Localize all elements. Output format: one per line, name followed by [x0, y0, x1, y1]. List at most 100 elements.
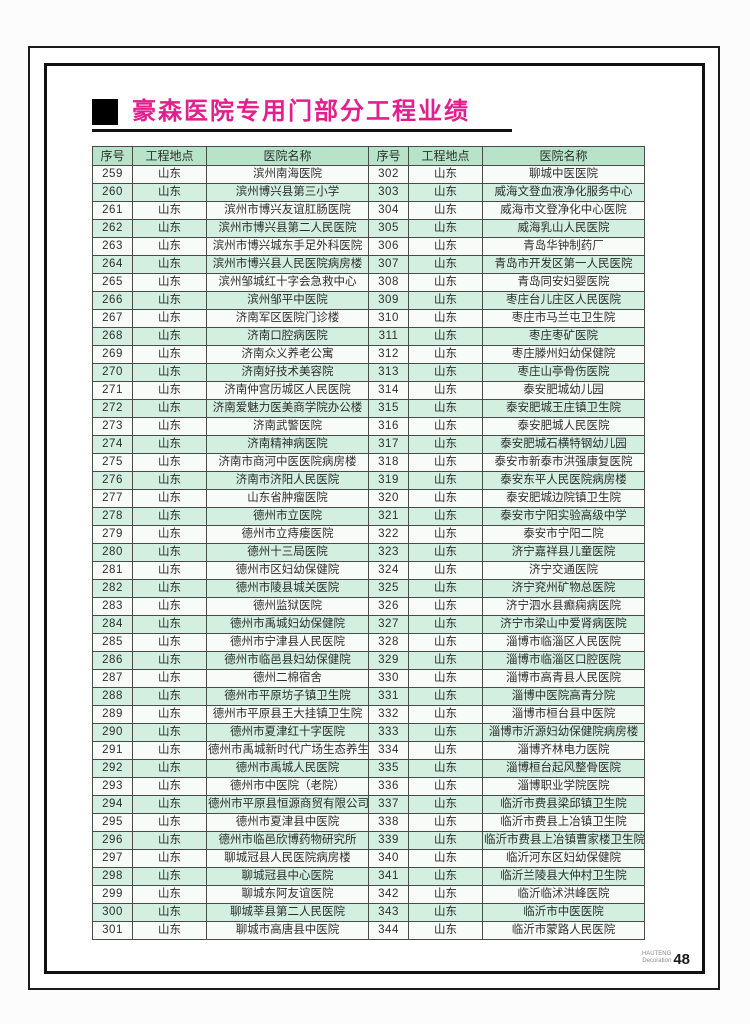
cell-location: 山东 — [408, 795, 483, 815]
cell-location: 山东 — [132, 633, 207, 653]
cell-hospital: 济宁交通医院 — [482, 561, 645, 581]
cell-seq: 294 — [92, 795, 133, 815]
cell-location: 山东 — [408, 849, 483, 869]
cell-seq: 327 — [368, 615, 409, 635]
table-row: 282 山东 德州市陵县城关医院 325 山东 济宁兖州矿物总医院 — [92, 579, 645, 599]
cell-location: 山东 — [132, 201, 207, 221]
cell-location: 山东 — [408, 615, 483, 635]
cell-hospital: 泰安市新泰市洪强康复医院 — [482, 453, 645, 473]
cell-seq: 303 — [368, 183, 409, 203]
cell-location: 山东 — [408, 759, 483, 779]
cell-location: 山东 — [408, 381, 483, 401]
table-row: 290 山东 德州市夏津红十字医院 333 山东 淄博市沂源妇幼保健院病房楼 — [92, 723, 645, 743]
cell-hospital: 淄博中医院高青分院 — [482, 687, 645, 707]
cell-seq: 305 — [368, 219, 409, 239]
cell-location: 山东 — [408, 525, 483, 545]
cell-hospital: 德州市中医院（老院） — [206, 777, 369, 797]
cell-seq: 321 — [368, 507, 409, 527]
cell-hospital: 威海乳山人民医院 — [482, 219, 645, 239]
cell-hospital: 泰安肥城王庄镇卫生院 — [482, 399, 645, 419]
cell-hospital: 泰安市宁阳二院 — [482, 525, 645, 545]
table-row: 275 山东 济南市商河中医医院病房楼 318 山东 泰安市新泰市洪强康复医院 — [92, 453, 645, 473]
brand-logo-text: HAUTENG Decoration — [641, 950, 672, 964]
table-row: 274 山东 济南精神病医院 317 山东 泰安肥城石横特钢幼儿园 — [92, 435, 645, 455]
cell-seq: 270 — [92, 363, 133, 383]
cell-hospital: 淄博职业学院医院 — [482, 777, 645, 797]
table-row: 295 山东 德州市夏津县中医院 338 山东 临沂市费县上冶镇卫生院 — [92, 813, 645, 833]
table-row: 286 山东 德州市临邑县妇幼保健院 329 山东 淄博市临淄区口腔医院 — [92, 651, 645, 671]
header-hospital-right: 医院名称 — [482, 146, 645, 167]
cell-location: 山东 — [132, 273, 207, 293]
cell-hospital: 德州二棉宿舍 — [206, 669, 369, 689]
cell-location: 山东 — [408, 543, 483, 563]
cell-hospital: 临沂市中医医院 — [482, 903, 645, 923]
cell-hospital: 枣庄枣矿医院 — [482, 327, 645, 347]
cell-seq: 328 — [368, 633, 409, 653]
cell-location: 山东 — [132, 165, 207, 185]
table-row: 265 山东 滨州邹城红十字会急救中心 308 山东 青岛同安妇婴医院 — [92, 273, 645, 293]
header-seq-left: 序号 — [92, 146, 133, 167]
cell-location: 山东 — [408, 363, 483, 383]
cell-seq: 322 — [368, 525, 409, 545]
cell-hospital: 聊城东阿友谊医院 — [206, 885, 369, 905]
cell-seq: 309 — [368, 291, 409, 311]
table-row: 281 山东 德州市区妇幼保健院 324 山东 济宁交通医院 — [92, 561, 645, 581]
cell-seq: 272 — [92, 399, 133, 419]
cell-seq: 316 — [368, 417, 409, 437]
cell-location: 山东 — [132, 489, 207, 509]
cell-seq: 274 — [92, 435, 133, 455]
cell-location: 山东 — [132, 435, 207, 455]
cell-seq: 273 — [92, 417, 133, 437]
cell-seq: 293 — [92, 777, 133, 797]
cell-seq: 329 — [368, 651, 409, 671]
cell-location: 山东 — [132, 723, 207, 743]
cell-hospital: 德州市区妇幼保健院 — [206, 561, 369, 581]
cell-location: 山东 — [408, 597, 483, 617]
cell-location: 山东 — [408, 417, 483, 437]
cell-hospital: 临沂河东区妇幼保健院 — [482, 849, 645, 869]
cell-hospital: 德州市平原县恒源商贸有限公司 — [206, 795, 369, 815]
cell-seq: 342 — [368, 885, 409, 905]
table-row: 277 山东 山东省肿瘤医院 320 山东 泰安肥城边院镇卫生院 — [92, 489, 645, 509]
cell-seq: 338 — [368, 813, 409, 833]
cell-location: 山东 — [132, 903, 207, 923]
cell-hospital: 威海文登血液净化服务中心 — [482, 183, 645, 203]
cell-seq: 326 — [368, 597, 409, 617]
cell-seq: 306 — [368, 237, 409, 257]
cell-location: 山东 — [132, 867, 207, 887]
table-row: 283 山东 德州监狱医院 326 山东 济宁泗水县癫痫病医院 — [92, 597, 645, 617]
cell-hospital: 滨州市博兴县人民医院病房楼 — [206, 255, 369, 275]
cell-hospital: 淄博市沂源妇幼保健院病房楼 — [482, 723, 645, 743]
table-row: 299 山东 聊城东阿友谊医院 342 山东 临沂临沭洪峰医院 — [92, 885, 645, 905]
cell-location: 山东 — [132, 237, 207, 257]
header-seq-right: 序号 — [368, 146, 409, 167]
cell-seq: 304 — [368, 201, 409, 221]
cell-hospital: 淄博桓台起风整骨医院 — [482, 759, 645, 779]
table-row: 260 山东 滨州博兴县第三小学 303 山东 威海文登血液净化服务中心 — [92, 183, 645, 203]
header-location-right: 工程地点 — [408, 146, 483, 167]
cell-hospital: 德州市陵县城关医院 — [206, 579, 369, 599]
cell-location: 山东 — [132, 687, 207, 707]
cell-location: 山东 — [408, 633, 483, 653]
cell-location: 山东 — [408, 309, 483, 329]
cell-location: 山东 — [408, 579, 483, 599]
cell-seq: 271 — [92, 381, 133, 401]
cell-seq: 297 — [92, 849, 133, 869]
cell-seq: 290 — [92, 723, 133, 743]
cell-location: 山东 — [408, 669, 483, 689]
cell-hospital: 德州市平原县王大挂镇卫生院 — [206, 705, 369, 725]
cell-seq: 280 — [92, 543, 133, 563]
cell-location: 山东 — [132, 327, 207, 347]
page-outer-frame: 豪森医院专用门部分工程业绩 序号 工程地点 医院名称 序号 工程地点 医院名称 … — [28, 46, 720, 990]
cell-hospital: 德州市禹城人民医院 — [206, 759, 369, 779]
cell-hospital: 济南武警医院 — [206, 417, 369, 437]
cell-location: 山东 — [132, 291, 207, 311]
cell-hospital: 德州市临邑欣博药物研究所 — [206, 831, 369, 851]
cell-location: 山东 — [132, 309, 207, 329]
cell-seq: 340 — [368, 849, 409, 869]
page-number: 48 — [673, 951, 690, 968]
cell-hospital: 德州市临邑县妇幼保健院 — [206, 651, 369, 671]
cell-seq: 268 — [92, 327, 133, 347]
cell-hospital: 临沂市蒙路人民医院 — [482, 921, 645, 941]
cell-seq: 286 — [92, 651, 133, 671]
